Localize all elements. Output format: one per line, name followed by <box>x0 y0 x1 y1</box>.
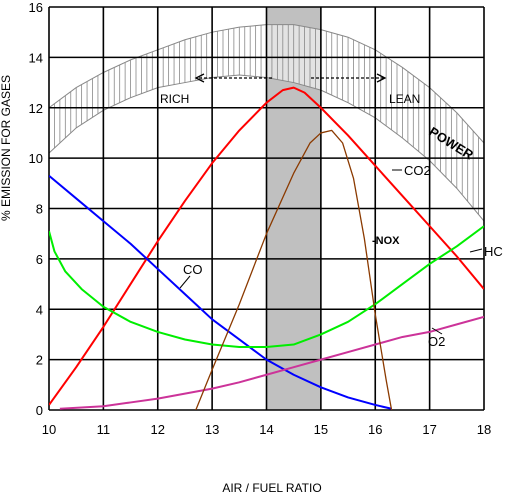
rich-label: RICH <box>160 92 189 106</box>
nox-label: -NOX <box>372 235 400 247</box>
x-axis-title: AIR / FUEL RATIO <box>222 481 321 495</box>
series-line-nox <box>195 129 393 410</box>
y-tick-label: 6 <box>36 252 43 267</box>
x-tick-label: 15 <box>314 422 328 437</box>
o2-leader <box>431 327 443 335</box>
co-leader <box>179 275 191 289</box>
o2-label: O2 <box>428 334 445 349</box>
series-line-o2 <box>59 315 484 410</box>
x-tick-label: 10 <box>42 422 56 437</box>
y-tick-label: 16 <box>29 0 43 15</box>
y-tick-label: 10 <box>29 151 43 166</box>
x-tick-label: 12 <box>151 422 165 437</box>
x-tick-label: 14 <box>259 422 273 437</box>
y-axis-title: % EMISSION FOR GASES <box>0 75 13 221</box>
x-tick-label: 11 <box>97 422 111 437</box>
co2-label: CO2 <box>404 163 431 178</box>
co-label: CO <box>183 262 203 277</box>
lean-label: LEAN <box>389 92 420 106</box>
series-line-co2 <box>49 86 484 406</box>
y-tick-label: 2 <box>36 353 43 368</box>
x-tick-label: 16 <box>368 422 382 437</box>
series-line-co <box>49 174 392 410</box>
x-tick-label: 17 <box>422 422 436 437</box>
x-tick-label: 18 <box>477 422 491 437</box>
y-tick-label: 14 <box>29 50 43 65</box>
hc-leader <box>469 248 483 253</box>
y-tick-label: 4 <box>36 302 43 317</box>
series-line-hc <box>49 225 484 349</box>
y-tick-label: 0 <box>36 403 43 418</box>
rich-arrow <box>194 73 272 83</box>
y-tick-label: 12 <box>29 101 43 116</box>
lean-arrow <box>311 73 387 83</box>
grid-layer <box>48 6 485 411</box>
hc-label: HC <box>484 244 503 259</box>
x-tick-label: 13 <box>205 422 219 437</box>
axis-layer: 10 11 12 13 14 15 16 17 18 0 2 4 6 8 10 12 14 16 <box>29 0 492 437</box>
y-tick-label: 8 <box>36 202 43 217</box>
series-layer <box>49 86 484 410</box>
